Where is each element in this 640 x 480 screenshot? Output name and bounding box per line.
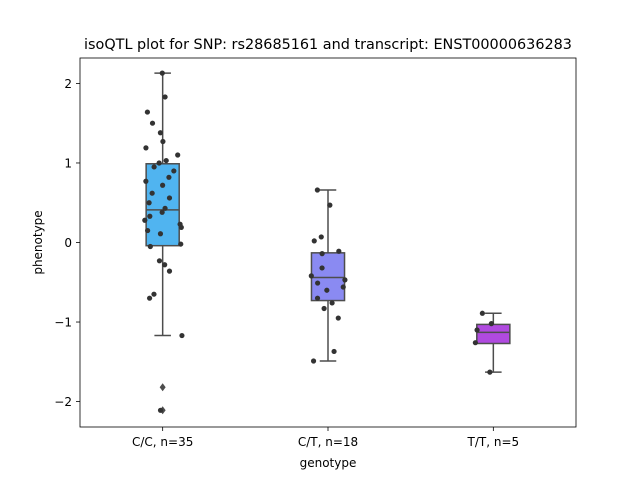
data-point	[336, 248, 342, 254]
data-point	[319, 251, 325, 257]
points-group-2	[308, 187, 348, 364]
data-point	[474, 327, 480, 333]
data-point	[166, 174, 172, 180]
data-point	[327, 202, 333, 208]
x-tick-label: C/T, n=18	[298, 435, 358, 449]
data-point	[143, 178, 149, 184]
points-group-3	[472, 310, 494, 375]
x-tick-label: C/C, n=35	[132, 435, 193, 449]
data-point	[340, 284, 346, 290]
data-point	[331, 348, 337, 355]
data-point	[151, 291, 157, 297]
data-point	[472, 340, 478, 346]
data-point	[178, 241, 184, 247]
data-point	[319, 265, 325, 271]
data-point	[144, 109, 151, 115]
outlier-marker	[159, 383, 166, 392]
data-point	[157, 130, 164, 136]
points-group-1	[142, 70, 185, 413]
y-tick-label: 2	[64, 77, 72, 91]
y-tick-label: 1	[64, 156, 72, 170]
data-point	[321, 305, 327, 312]
data-point	[143, 145, 149, 151]
data-point	[146, 200, 152, 206]
axes: −2 −1 0 1 2 C/C, n=35 C/T, n=18 T/T, n=5	[54, 77, 519, 449]
y-axis-label: phenotype	[31, 210, 45, 274]
data-point	[159, 209, 165, 215]
x-tick-label: T/T, n=5	[467, 435, 520, 449]
data-point	[156, 258, 163, 264]
data-point	[342, 277, 348, 283]
data-point	[146, 295, 153, 301]
data-point	[162, 94, 168, 100]
plot-area	[142, 70, 511, 415]
data-point	[159, 70, 165, 76]
data-point	[311, 238, 317, 244]
data-point	[310, 358, 317, 364]
y-tick-label: −1	[54, 316, 72, 330]
box-iqr	[476, 323, 511, 345]
data-point	[308, 273, 314, 279]
data-point	[160, 138, 166, 145]
data-point	[315, 280, 321, 286]
data-point	[314, 187, 320, 193]
chart-title: isoQTL plot for SNP: rs28685161 and tran…	[84, 37, 572, 53]
box-group-3	[476, 312, 511, 373]
data-point	[149, 120, 156, 126]
data-point	[329, 300, 335, 306]
data-point	[487, 369, 493, 375]
y-tick-label: 0	[64, 236, 72, 250]
data-point	[142, 217, 148, 223]
data-point	[166, 195, 173, 201]
data-point	[179, 332, 185, 339]
data-point	[318, 234, 324, 240]
data-point	[162, 262, 168, 268]
data-point	[171, 168, 177, 174]
box-iqr	[310, 252, 346, 302]
data-point	[166, 268, 173, 274]
data-point	[479, 310, 485, 316]
y-tick-label: −2	[54, 395, 72, 409]
data-point	[156, 160, 162, 166]
data-point	[157, 231, 164, 237]
box-iqr	[145, 163, 180, 247]
box-group-2	[310, 189, 346, 362]
x-axis-label: genotype	[300, 456, 357, 470]
data-point	[324, 287, 330, 293]
data-point	[145, 227, 151, 234]
data-point	[178, 224, 184, 230]
data-point	[175, 152, 181, 158]
data-point	[162, 205, 168, 211]
data-point	[335, 315, 341, 321]
data-point	[147, 213, 153, 219]
data-point	[149, 190, 155, 196]
data-point	[160, 182, 166, 188]
data-point	[151, 164, 157, 170]
data-point	[163, 157, 169, 164]
data-point	[147, 243, 153, 250]
data-point	[488, 321, 494, 327]
data-point	[157, 407, 164, 413]
data-point	[314, 295, 321, 301]
